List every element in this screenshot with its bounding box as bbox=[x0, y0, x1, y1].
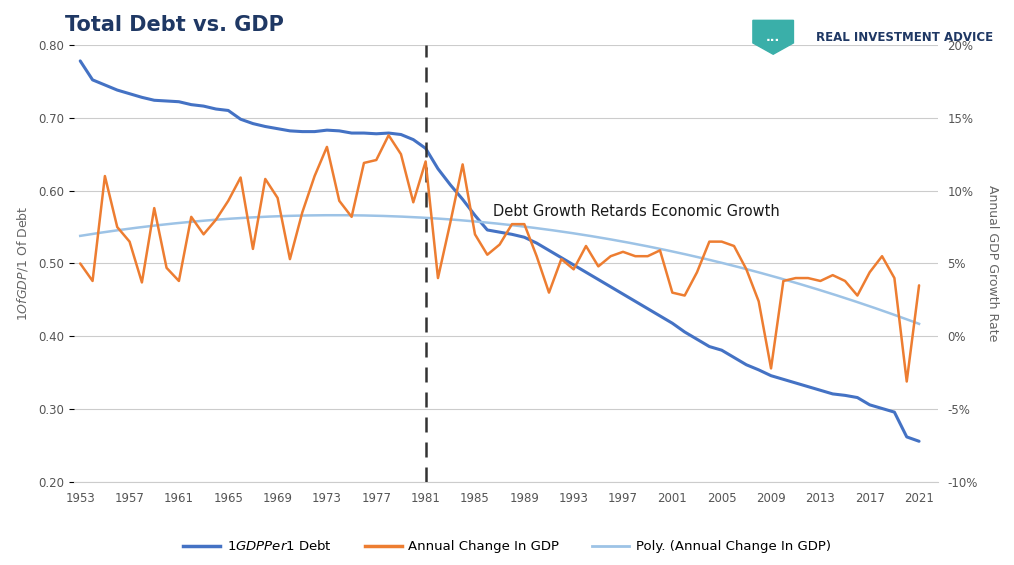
Text: ...: ... bbox=[766, 31, 781, 44]
Y-axis label: $1 Of GDP / $1 Of Debt: $1 Of GDP / $1 Of Debt bbox=[15, 206, 30, 321]
Text: Debt Growth Retards Economic Growth: Debt Growth Retards Economic Growth bbox=[494, 204, 780, 219]
Y-axis label: Annual GDP Growth Rate: Annual GDP Growth Rate bbox=[986, 185, 999, 342]
Legend: $1 GDP Per $1 Debt, Annual Change In GDP, Poly. (Annual Change In GDP): $1 GDP Per $1 Debt, Annual Change In GDP… bbox=[178, 534, 836, 558]
Text: REAL INVESTMENT ADVICE: REAL INVESTMENT ADVICE bbox=[816, 31, 994, 44]
Text: Total Debt vs. GDP: Total Debt vs. GDP bbox=[66, 15, 284, 35]
Polygon shape bbox=[752, 20, 794, 54]
